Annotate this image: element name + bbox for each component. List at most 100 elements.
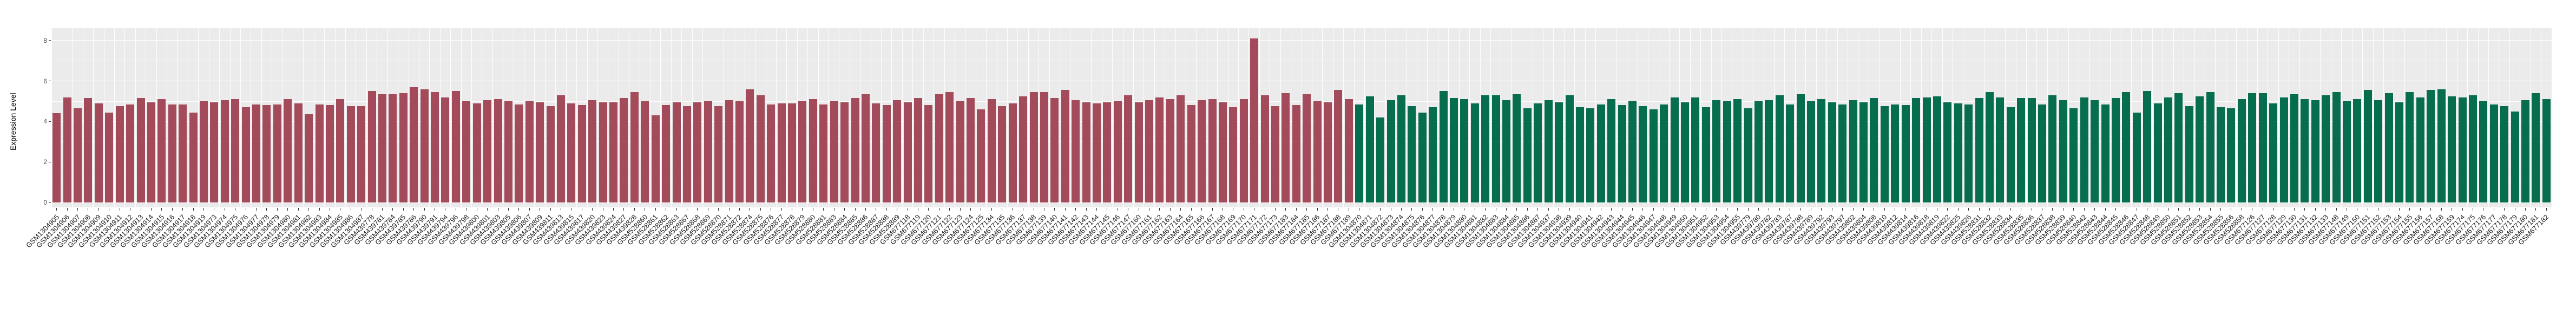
gridline-vertical [786, 28, 787, 207]
x-tick-mark [1401, 208, 1402, 211]
bar-GSM677148 [2332, 92, 2341, 202]
bar-GSM677136 [1008, 103, 1017, 202]
gridline-vertical [461, 28, 462, 207]
gridline-vertical [881, 28, 882, 207]
x-tick-mark [361, 208, 362, 211]
bar-GSM1304912 [126, 104, 135, 202]
gridline-vertical [776, 28, 777, 207]
x-tick-mark [1527, 208, 1528, 211]
x-tick-mark [2525, 208, 2526, 211]
bar-GSM1304886 [1523, 108, 1532, 202]
gridline-vertical [1805, 28, 1806, 207]
y-tick-mark [49, 121, 51, 122]
bar-GSM677125 [977, 109, 985, 202]
gridline-vertical [334, 28, 336, 207]
bar-GSM677140 [1050, 98, 1059, 202]
bar-GSM528836 [2027, 98, 2036, 202]
bar-GSM439806 [515, 104, 523, 202]
x-tick-mark [382, 208, 383, 211]
bar-GSM528880 [809, 99, 817, 202]
x-tick-mark [1569, 208, 1570, 211]
x-tick-mark [1674, 208, 1675, 211]
bar-GSM439793 [1828, 102, 1836, 202]
bar-GSM528884 [840, 102, 849, 202]
gridline-vertical [2383, 28, 2384, 207]
bar-GSM528856 [2227, 108, 2236, 202]
bar-GSM528870 [714, 106, 723, 202]
bar-GSM528869 [704, 101, 712, 202]
bar-GSM677167 [1208, 99, 1217, 202]
bar-GSM1304981 [294, 103, 303, 202]
gridline-vertical [534, 28, 535, 207]
gridline-vertical [439, 28, 441, 207]
x-tick-mark [1737, 208, 1738, 211]
gridline-vertical [1595, 28, 1596, 207]
x-tick-mark [1443, 208, 1444, 211]
x-tick-mark [1842, 208, 1843, 211]
bar-GSM528839 [2059, 100, 2067, 202]
bar-GSM439788 [1796, 94, 1805, 202]
bar-GSM677149 [2342, 101, 2351, 202]
bar-GSM528837 [2038, 104, 2047, 202]
gridline-vertical [1816, 28, 1817, 207]
bar-GSM677184 [1292, 105, 1300, 202]
gridline-vertical [1490, 28, 1491, 207]
gridline-vertical [2131, 28, 2132, 207]
bar-GSM1304877 [1429, 107, 1437, 202]
bar-GSM439827 [620, 98, 628, 202]
bar-GSM528858 [2237, 99, 2246, 202]
gridline-vertical [1259, 28, 1260, 207]
gridline-vertical [1585, 28, 1586, 207]
bar-GSM677177 [2489, 104, 2498, 202]
x-tick-mark [1716, 208, 1717, 211]
x-tick-mark [2294, 208, 2295, 211]
x-tick-mark [960, 208, 961, 211]
y-tick-label: 6 [43, 77, 47, 85]
bar-GSM439822 [1943, 102, 1952, 202]
x-tick-mark [949, 208, 950, 211]
y-tick-label: 4 [43, 117, 47, 126]
bar-GSM677181 [2532, 93, 2540, 202]
bar-GSM677154 [2395, 102, 2404, 202]
gridline-vertical [2141, 28, 2143, 207]
bar-GSM1304880 [1460, 99, 1469, 202]
x-tick-mark [193, 208, 194, 211]
x-tick-mark [2504, 208, 2505, 211]
bar-GSM1304883 [1491, 95, 1500, 202]
bar-GSM677123 [956, 101, 964, 202]
x-tick-mark [1506, 208, 1507, 211]
bar-GSM439826 [1964, 104, 1973, 202]
x-tick-mark [613, 208, 614, 211]
gridline-vertical [566, 28, 567, 207]
gridline-vertical [1175, 28, 1176, 207]
bar-GSM677133 [2322, 95, 2330, 202]
bar-GSM677183 [1282, 93, 1290, 202]
gridline-vertical [1154, 28, 1155, 207]
bar-GSM439787 [1786, 104, 1795, 202]
bar-GSM677152 [2374, 100, 2383, 202]
gridline-vertical [1879, 28, 1880, 207]
bar-GSM528867 [682, 106, 691, 202]
bar-GSM677153 [2384, 93, 2393, 202]
x-tick-mark [2304, 208, 2305, 211]
bar-GSM677150 [2353, 99, 2362, 202]
bar-GSM677119 [914, 98, 922, 202]
bar-GSM1304949 [1670, 97, 1679, 202]
x-tick-mark [1611, 208, 1612, 211]
bar-GSM439798 [462, 101, 471, 202]
x-tick-mark [2220, 208, 2222, 211]
bar-GSM677128 [2269, 103, 2278, 202]
gridline-vertical [923, 28, 924, 207]
gridline-vertical [681, 28, 682, 207]
bar-GSM1304984 [325, 105, 334, 202]
bar-GSM677132 [2311, 100, 2319, 202]
gridline-vertical [2194, 28, 2195, 207]
bar-GSM677122 [945, 92, 954, 202]
bar-GSM439824 [609, 102, 618, 202]
gridline-vertical [2036, 28, 2038, 207]
bar-GSM677189 [1344, 99, 1353, 202]
x-tick-mark [2420, 208, 2421, 211]
gridline-vertical [1007, 28, 1008, 207]
gridline-vertical [345, 28, 346, 207]
x-tick-mark [308, 208, 310, 211]
